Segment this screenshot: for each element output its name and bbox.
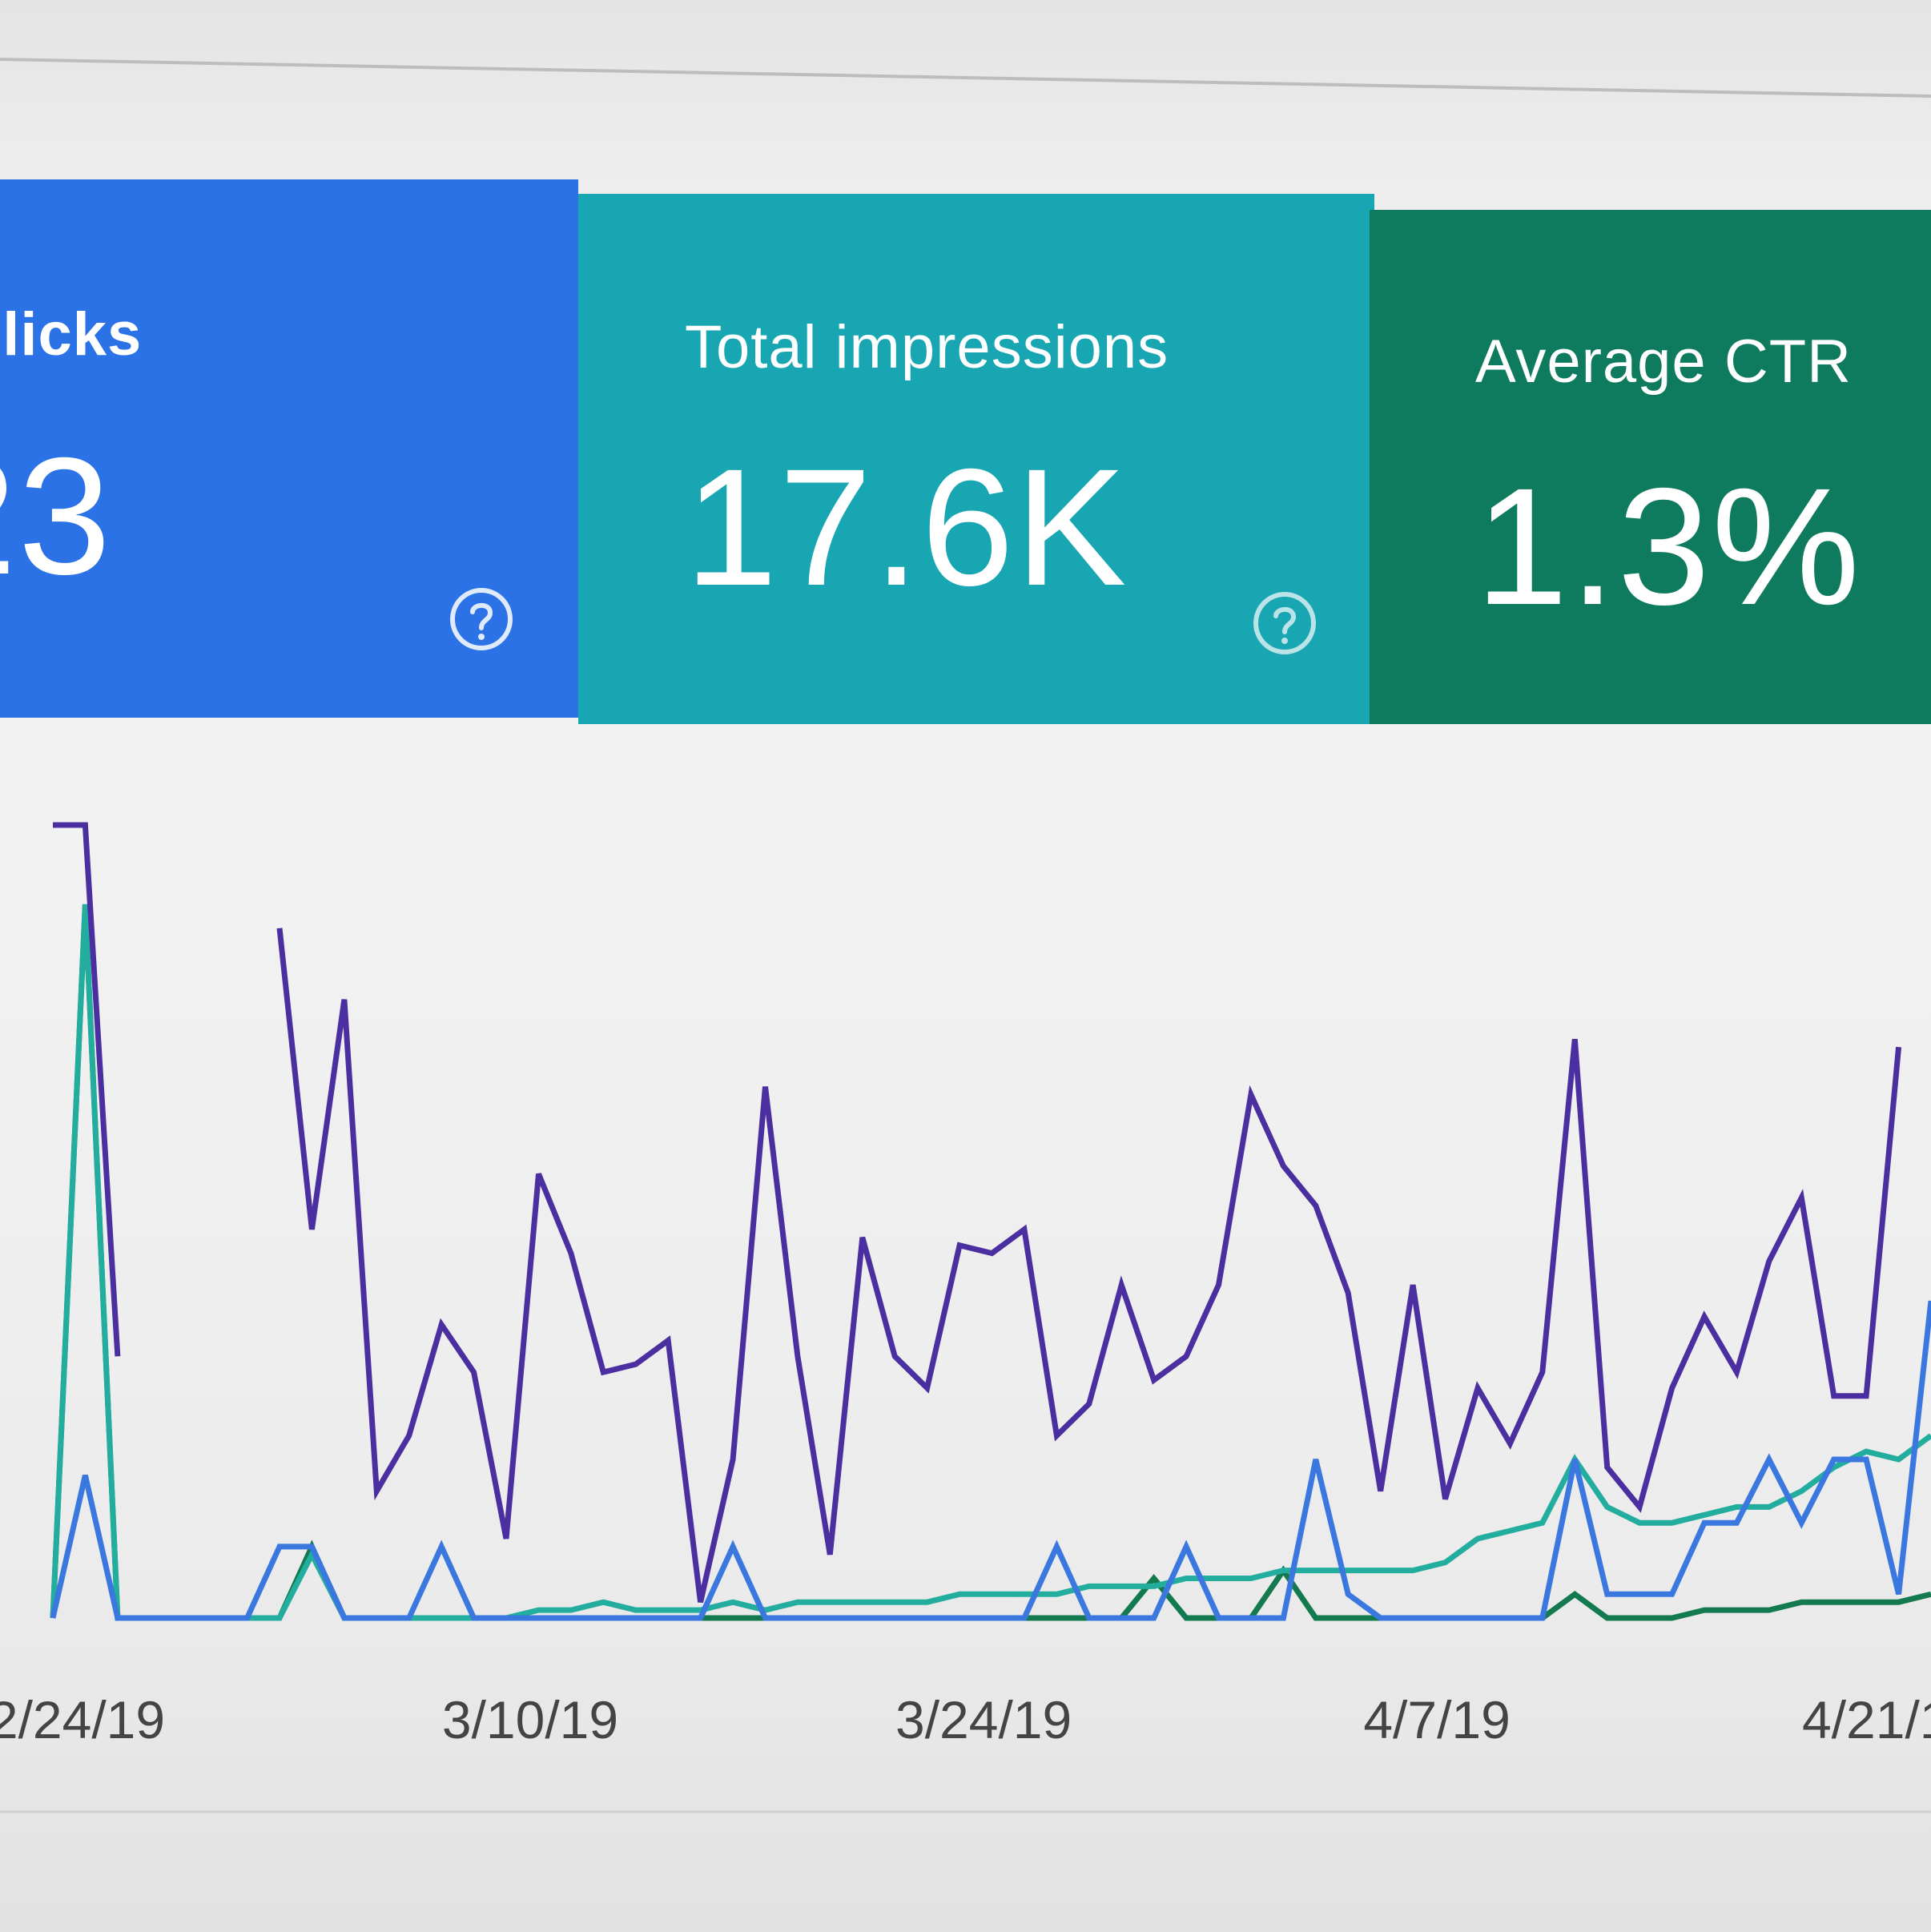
series-line-4[interactable] (50, 904, 1931, 1621)
average-ctr-value: 1.3% (1475, 454, 1862, 640)
total-clicks-value: 23 (0, 424, 113, 610)
series-line-3[interactable] (50, 904, 1931, 1621)
performance-line-chart[interactable]: 2/24/19 3/10/19 3/24/19 4/7/19 4/21/19 (0, 769, 1931, 1778)
total-impressions-label: Total impressions (685, 313, 1169, 381)
series-line-1[interactable] (53, 822, 1902, 1603)
total-clicks-label: clicks (0, 300, 143, 368)
x-tick-label: 4/7/19 (1363, 1690, 1511, 1749)
series-line-2[interactable] (50, 1300, 1931, 1621)
total-impressions-value: 17.6K (685, 435, 1128, 621)
x-tick-label: 2/24/19 (0, 1690, 165, 1749)
x-tick-label: 4/21/19 (1802, 1690, 1931, 1749)
average-ctr-label: Average CTR (1475, 328, 1853, 396)
x-axis-ticks: 2/24/19 3/10/19 3/24/19 4/7/19 4/21/19 (0, 1690, 1931, 1749)
x-tick-label: 3/10/19 (442, 1690, 618, 1749)
help-circle-icon[interactable] (449, 586, 514, 652)
help-circle-icon[interactable] (1252, 590, 1318, 656)
average-ctr-card[interactable]: Average CTR 1.3% (1370, 210, 1931, 724)
x-tick-label: 3/24/19 (895, 1690, 1072, 1749)
total-clicks-card[interactable]: clicks 23 (0, 179, 578, 718)
series-layer (50, 822, 1931, 1621)
total-impressions-card[interactable]: Total impressions 17.6K (578, 194, 1374, 724)
